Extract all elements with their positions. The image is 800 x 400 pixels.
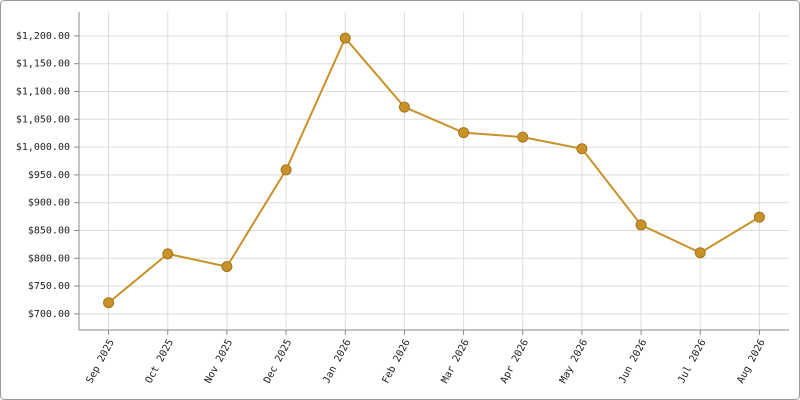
point	[753, 211, 765, 223]
point	[221, 261, 233, 273]
line	[107, 36, 760, 304]
y-tick-label: $750.00	[28, 281, 70, 292]
point	[635, 219, 647, 231]
y-tick-label: $800.00	[28, 253, 70, 264]
point	[576, 143, 588, 155]
point	[458, 127, 470, 139]
y-tick-label: $1,150.00	[16, 59, 70, 70]
y-tick-label: $1,100.00	[16, 87, 70, 98]
point	[517, 131, 529, 143]
y-tick-label: $700.00	[28, 309, 70, 320]
point	[103, 297, 115, 309]
y-tick-label: $850.00	[28, 225, 70, 236]
point	[162, 248, 174, 260]
point	[694, 247, 706, 259]
y-tick-label: $1,200.00	[16, 31, 70, 42]
point	[339, 32, 351, 44]
y-tick-label: $950.00	[28, 170, 70, 181]
point	[398, 101, 410, 113]
y-tick-label: $900.00	[28, 198, 70, 209]
point	[280, 164, 292, 176]
y-tick-label: $1,000.00	[16, 142, 70, 153]
plot-area	[79, 12, 789, 330]
y-tick-label: $1,050.00	[16, 114, 70, 125]
